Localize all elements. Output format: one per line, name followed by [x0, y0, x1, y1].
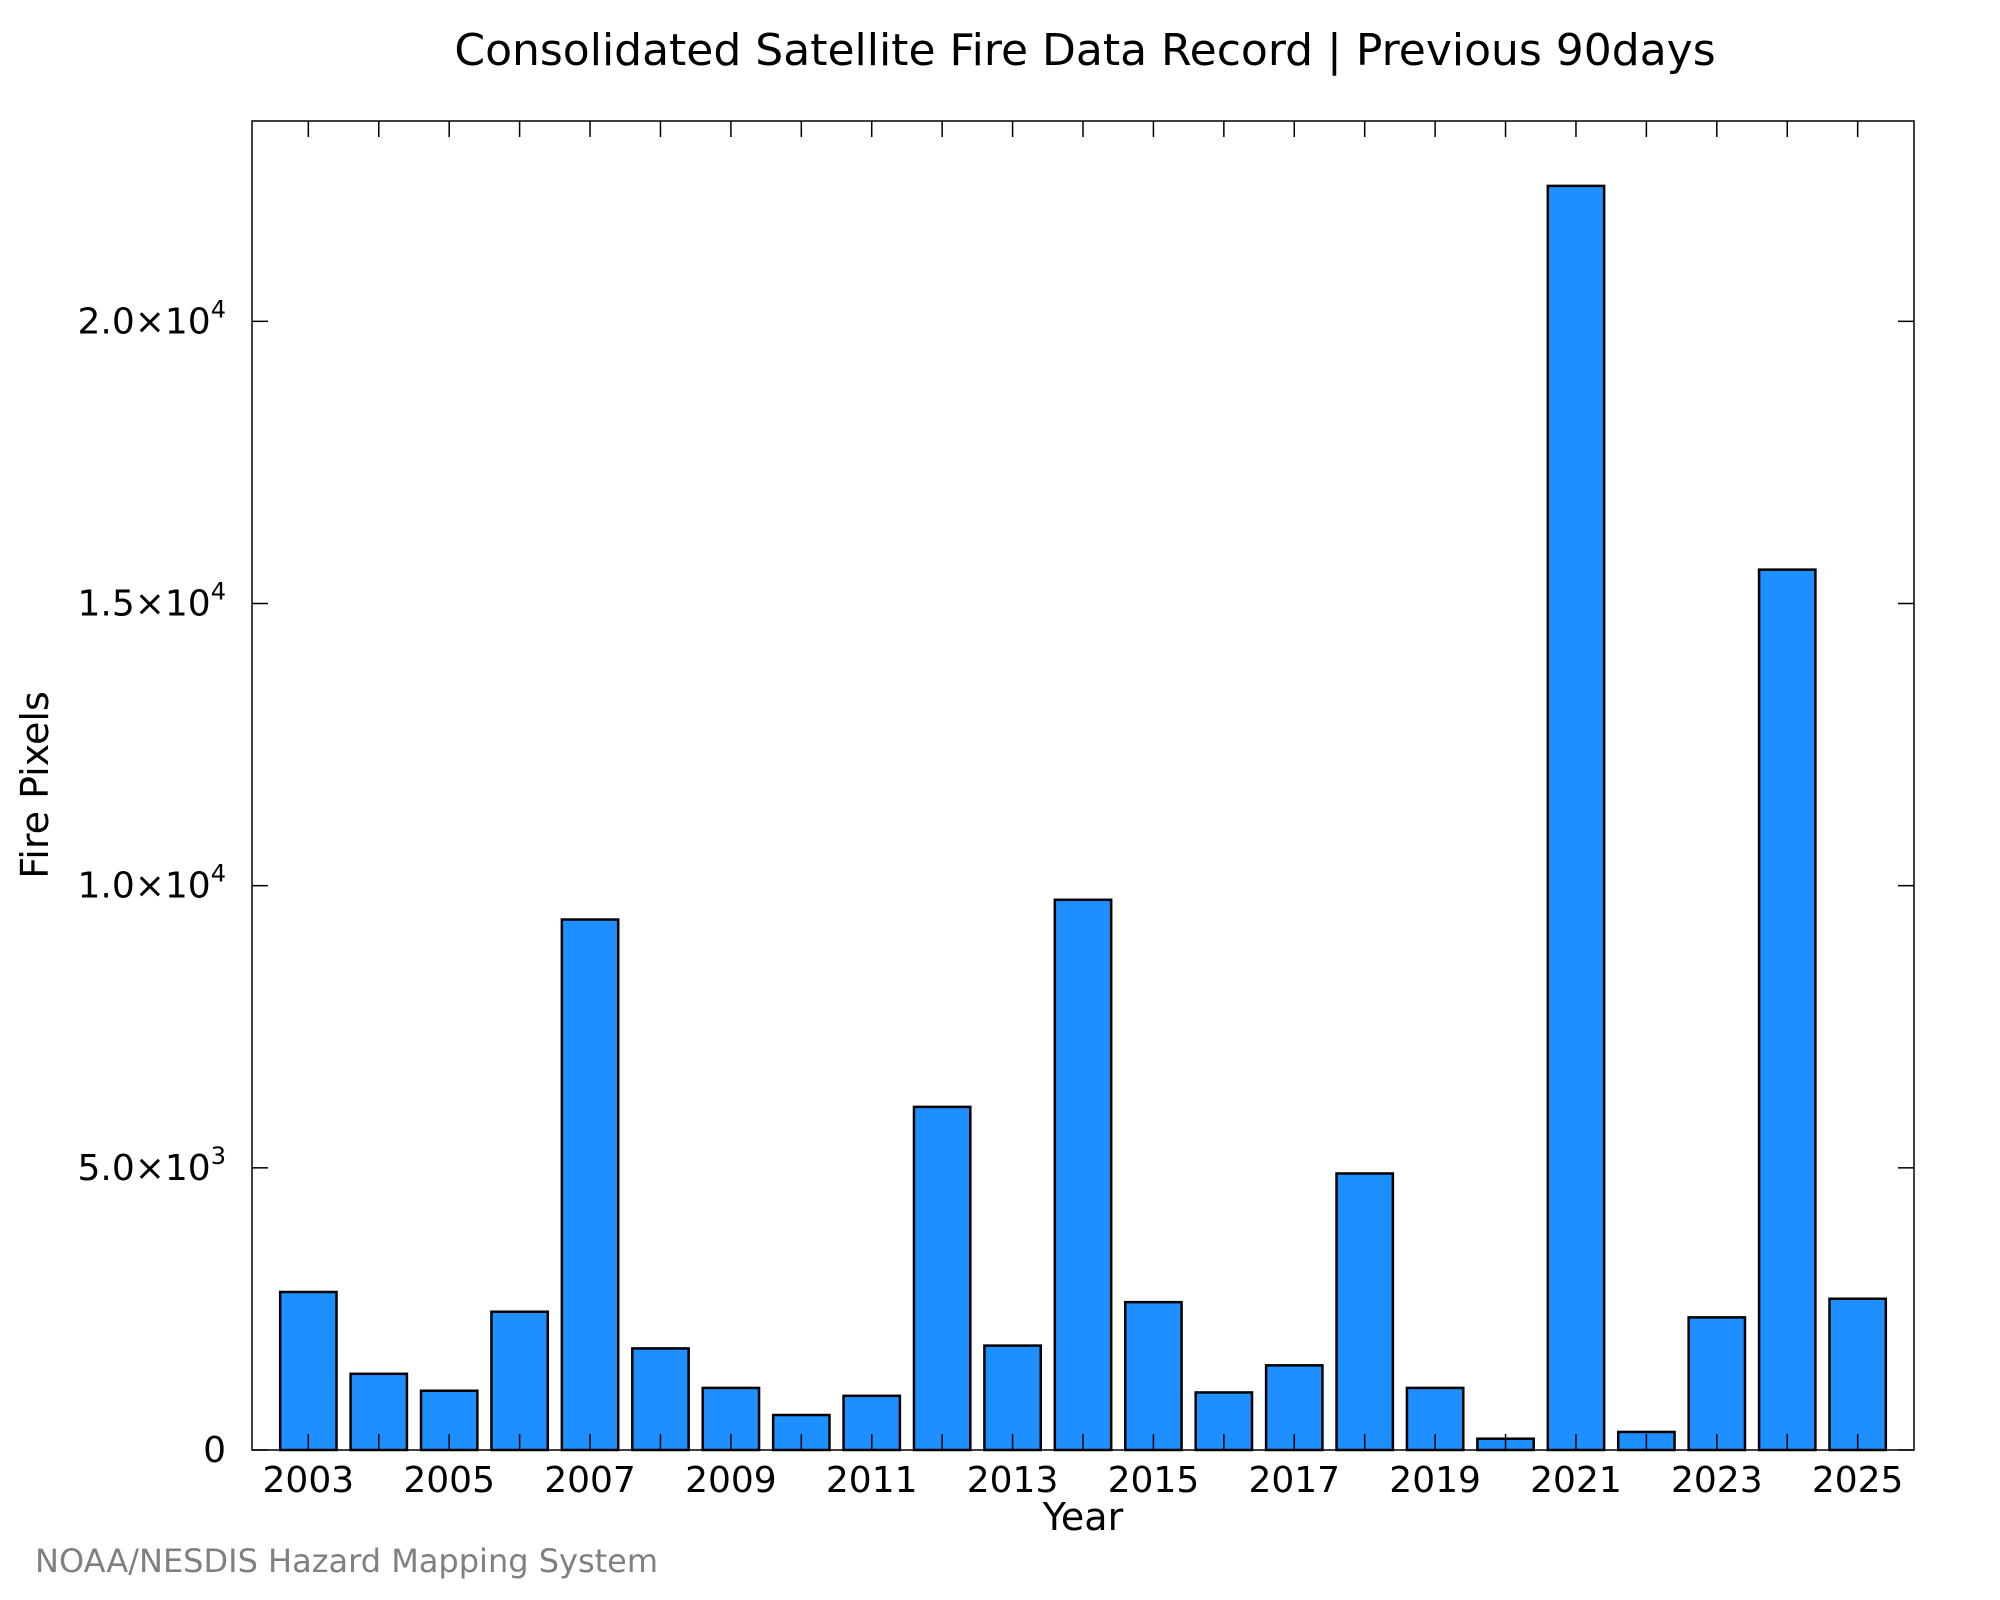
y-tick-label-10000: 1.0×104 — [77, 860, 226, 907]
bar-2023 — [1687, 1316, 1747, 1452]
x-tick-label-2009: 2009 — [685, 1460, 777, 1501]
bar-2007 — [560, 918, 620, 1452]
y-tick-label-5000: 5.0×103 — [77, 1142, 226, 1189]
y-axis-ticks: 0 5.0×103 1.0×104 1.5×104 2.0×104 — [77, 295, 1914, 1471]
x-tick-label-2017: 2017 — [1248, 1460, 1340, 1501]
x-tick-label-2013: 2013 — [967, 1460, 1059, 1501]
bar-2021 — [1546, 184, 1606, 1452]
bar-2025 — [1828, 1297, 1888, 1452]
bar-2006 — [490, 1310, 550, 1452]
y-tick-label-15000: 1.5×104 — [77, 578, 226, 625]
y-tick-label-20000: 2.0×104 — [77, 295, 226, 342]
x-axis-label: Year — [1042, 1495, 1124, 1539]
credit-text: NOAA/NESDIS Hazard Mapping System — [35, 1542, 658, 1580]
bars-group — [278, 184, 1888, 1452]
bar-2015 — [1124, 1300, 1183, 1452]
x-axis-ticks: 2003 2005 2007 2009 2011 2013 2015 2017 2019 2021… — [263, 121, 1904, 1501]
bar-2024 — [1757, 568, 1817, 1452]
chart-title: Consolidated Satellite Fire Data Record … — [454, 25, 1715, 76]
x-tick-label-2003: 2003 — [263, 1460, 355, 1501]
x-tick-label-2005: 2005 — [403, 1460, 495, 1501]
y-axis-label: Fire Pixels — [13, 691, 57, 879]
bar-2003 — [278, 1290, 338, 1452]
bar-2012 — [912, 1105, 972, 1452]
x-tick-label-2021: 2021 — [1530, 1460, 1622, 1501]
y-tick-label-0: 0 — [203, 1430, 226, 1471]
bar-2014 — [1053, 898, 1113, 1452]
x-tick-label-2015: 2015 — [1108, 1460, 1200, 1501]
x-tick-label-2023: 2023 — [1671, 1460, 1763, 1501]
x-tick-label-2007: 2007 — [544, 1460, 636, 1501]
x-tick-label-2019: 2019 — [1389, 1460, 1481, 1501]
x-tick-label-2025: 2025 — [1812, 1460, 1904, 1501]
bar-2018 — [1335, 1172, 1395, 1452]
x-tick-label-2011: 2011 — [826, 1460, 918, 1501]
